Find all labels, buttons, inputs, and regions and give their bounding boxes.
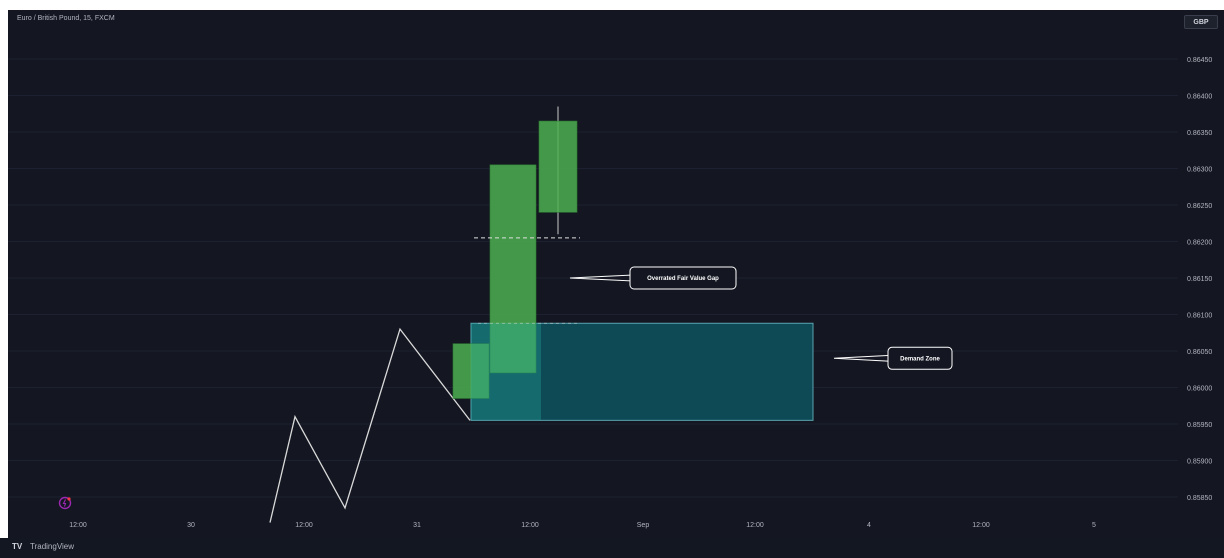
callout-pointer — [569, 274, 634, 282]
currency-button[interactable]: GBP — [1184, 15, 1218, 29]
y-tick-label: 0.86000 — [1187, 386, 1212, 393]
x-tick-label: 12:00 — [69, 522, 87, 529]
callout-box[interactable] — [887, 346, 953, 370]
x-tick-label: 12:00 — [295, 522, 313, 529]
brand-name[interactable]: TradingView — [30, 542, 75, 551]
callout-box[interactable] — [629, 266, 737, 290]
y-tick-label: 0.86150 — [1187, 276, 1212, 283]
x-tick-label: 12:00 — [521, 522, 539, 529]
symbol-title[interactable]: Euro / British Pound, 15, FXCM — [17, 15, 115, 22]
y-tick-label: 0.86100 — [1187, 313, 1212, 320]
callout-pointer — [833, 354, 892, 362]
x-tick-label: 4 — [867, 522, 871, 529]
y-tick-label: 0.86250 — [1187, 203, 1212, 210]
x-tick-label: 12:00 — [746, 522, 764, 529]
y-tick-label: 0.86450 — [1187, 57, 1212, 64]
y-tick-label: 0.85950 — [1187, 422, 1212, 429]
price-chart[interactable]: 0.86450 0.86400 0.86350 0.86300 0.86250 0.862… — [8, 10, 1224, 538]
y-tick-label: 0.85850 — [1187, 495, 1212, 502]
zone-overlap — [471, 323, 541, 421]
callout-label: Overrated Fair Value Gap — [647, 276, 719, 282]
y-tick-label: 0.86400 — [1187, 94, 1212, 101]
x-tick-label: Sep — [637, 522, 650, 529]
y-tick-label: 0.86300 — [1187, 167, 1212, 174]
x-tick-label: 5 — [1092, 522, 1096, 529]
y-tick-label: 0.85900 — [1187, 459, 1212, 466]
price-line — [269, 327, 471, 523]
x-tick-label: 31 — [413, 522, 421, 529]
y-tick-label: 0.86200 — [1187, 240, 1212, 247]
tradingview-logo-icon[interactable]: TV — [12, 542, 23, 551]
y-tick-label: 0.86050 — [1187, 349, 1212, 356]
callout-label: Demand Zone — [900, 356, 940, 362]
candle-body[interactable] — [538, 120, 578, 213]
x-tick-label: 12:00 — [972, 522, 990, 529]
chart-panel[interactable]: 0.86450 0.86400 0.86350 0.86300 0.86250 0.862… — [8, 10, 1224, 538]
replay-icon[interactable] — [58, 496, 72, 510]
y-tick-label: 0.86350 — [1187, 130, 1212, 137]
footer-bar: TV TradingView — [0, 538, 1224, 558]
candle-body[interactable] — [452, 343, 490, 399]
candle-body[interactable] — [489, 164, 537, 374]
x-tick-label: 30 — [187, 522, 195, 529]
